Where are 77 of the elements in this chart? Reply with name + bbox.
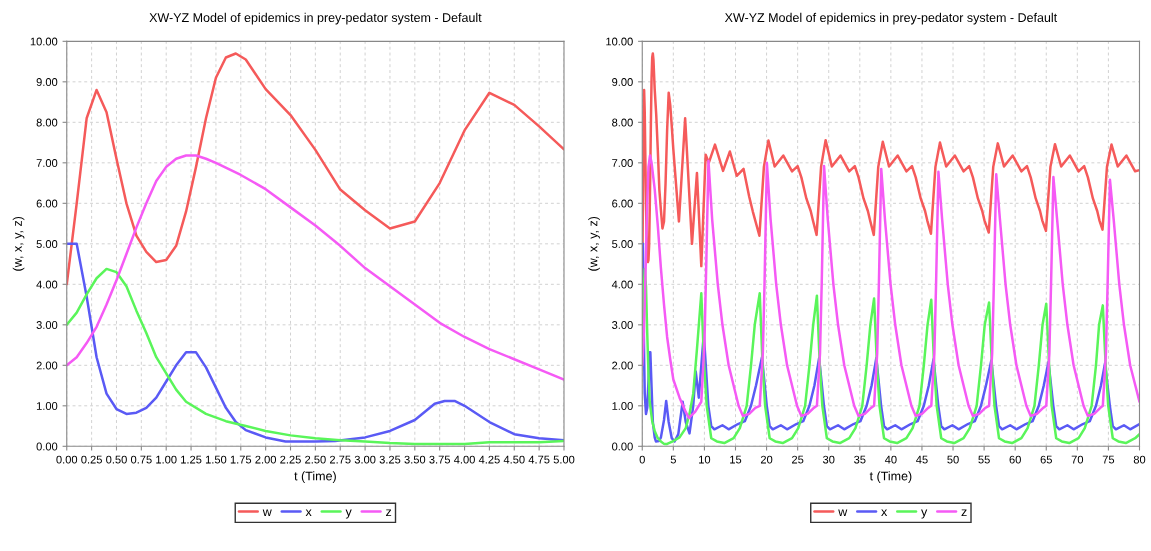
x-tick-label: 35 (854, 455, 866, 464)
legend-label: x (305, 509, 312, 516)
y-tick-label: 2.00 (36, 361, 58, 370)
x-tick-label: 1.75 (230, 455, 252, 464)
y-tick-label: 9.00 (612, 78, 633, 86)
legend-label: z (386, 509, 392, 516)
x-tick-label: 3.00 (354, 455, 376, 464)
y-tick-label: 2.00 (612, 361, 633, 370)
x-tick-label: 1.50 (205, 455, 227, 464)
y-tick-label: 0.00 (612, 442, 633, 451)
x-tick-label: 15 (730, 455, 742, 464)
x-tick-label: 80 (1133, 455, 1146, 464)
x-tick-label: 3.75 (429, 455, 451, 464)
y-axis-title: (w, x, y, z) (12, 216, 25, 271)
x-tick-label: 30 (822, 455, 835, 464)
x-tick-label: 40 (884, 455, 897, 464)
y-tick-label: 3.00 (612, 321, 633, 329)
legend-label: y (921, 509, 928, 519)
legend-label: y (345, 509, 352, 519)
x-tick-label: 2.75 (329, 455, 351, 464)
legend-label: z (961, 509, 967, 516)
x-tick-label: 0.50 (106, 455, 127, 464)
x-tick-label: 10 (699, 455, 711, 464)
x-tick-label: 4.75 (528, 455, 550, 464)
x-tick-label: 70 (1071, 455, 1084, 464)
x-tick-label: 1.00 (156, 455, 177, 464)
legend-label: x (881, 509, 888, 516)
y-axis-title: (w, x, y, z) (588, 216, 600, 271)
chart-title: XW-YZ Model of epidemics in prey-pedator system - Default (724, 12, 1058, 25)
y-tick-label: 8.00 (612, 118, 633, 127)
x-tick-label: 75 (1102, 455, 1115, 464)
x-tick-label: 2.50 (305, 455, 326, 464)
y-tick-label: 1.00 (36, 402, 58, 410)
x-tick-label: 0.00 (56, 455, 78, 464)
x-tick-label: 5.00 (553, 455, 575, 464)
y-tick-label: 6.00 (612, 199, 633, 208)
x-axis-title: t (Time) (294, 471, 336, 483)
y-tick-label: 5.00 (612, 240, 633, 248)
x-tick-label: 65 (1040, 455, 1052, 464)
y-tick-label: 3.00 (36, 321, 58, 329)
y-tick-label: 6.00 (36, 199, 58, 208)
y-tick-label: 4.00 (611, 280, 633, 289)
chart-title: XW-YZ Model of epidemics in prey-pedator system - Default (149, 12, 482, 25)
x-tick-label: 0 (639, 455, 645, 464)
line-series (642, 154, 1140, 420)
x-tick-label: 0.25 (81, 455, 102, 464)
x-tick-label: 4.00 (453, 455, 475, 464)
x-tick-label: 60 (1009, 455, 1021, 464)
x-tick-label: 3.50 (404, 455, 426, 464)
x-tick-label: 50 (947, 455, 959, 464)
y-tick-label: 1.00 (612, 402, 633, 410)
x-tick-label: 25 (792, 455, 804, 464)
legend-label: w (838, 509, 848, 516)
x-tick-label: 5 (670, 455, 676, 464)
x-tick-label: 20 (760, 455, 773, 464)
y-tick-label: 4.00 (36, 280, 58, 289)
x-tick-label: 1.25 (181, 455, 202, 464)
y-tick-label: 10.00 (606, 37, 633, 46)
x-tick-label: 55 (978, 455, 990, 464)
y-tick-label: 10.00 (30, 37, 58, 46)
x-tick-label: 4.50 (503, 455, 525, 464)
x-tick-label: 45 (916, 455, 928, 464)
x-tick-label: 0.75 (130, 455, 152, 464)
y-tick-label: 0.00 (36, 442, 58, 451)
x-tick-label: 4.25 (478, 455, 500, 464)
x-tick-label: 3.25 (379, 455, 401, 464)
y-tick-label: 5.00 (36, 240, 58, 248)
x-axis-title: t (Time) (869, 471, 912, 483)
y-tick-label: 9.00 (36, 78, 58, 86)
x-tick-label: 2.25 (280, 455, 301, 464)
x-tick-label: 2.00 (255, 455, 277, 464)
y-tick-label: 7.00 (612, 159, 633, 167)
y-tick-label: 7.00 (36, 159, 58, 167)
line-series (66, 154, 564, 381)
legend-label: w (262, 509, 272, 516)
line-series (66, 52, 564, 286)
y-tick-label: 8.00 (36, 118, 58, 127)
